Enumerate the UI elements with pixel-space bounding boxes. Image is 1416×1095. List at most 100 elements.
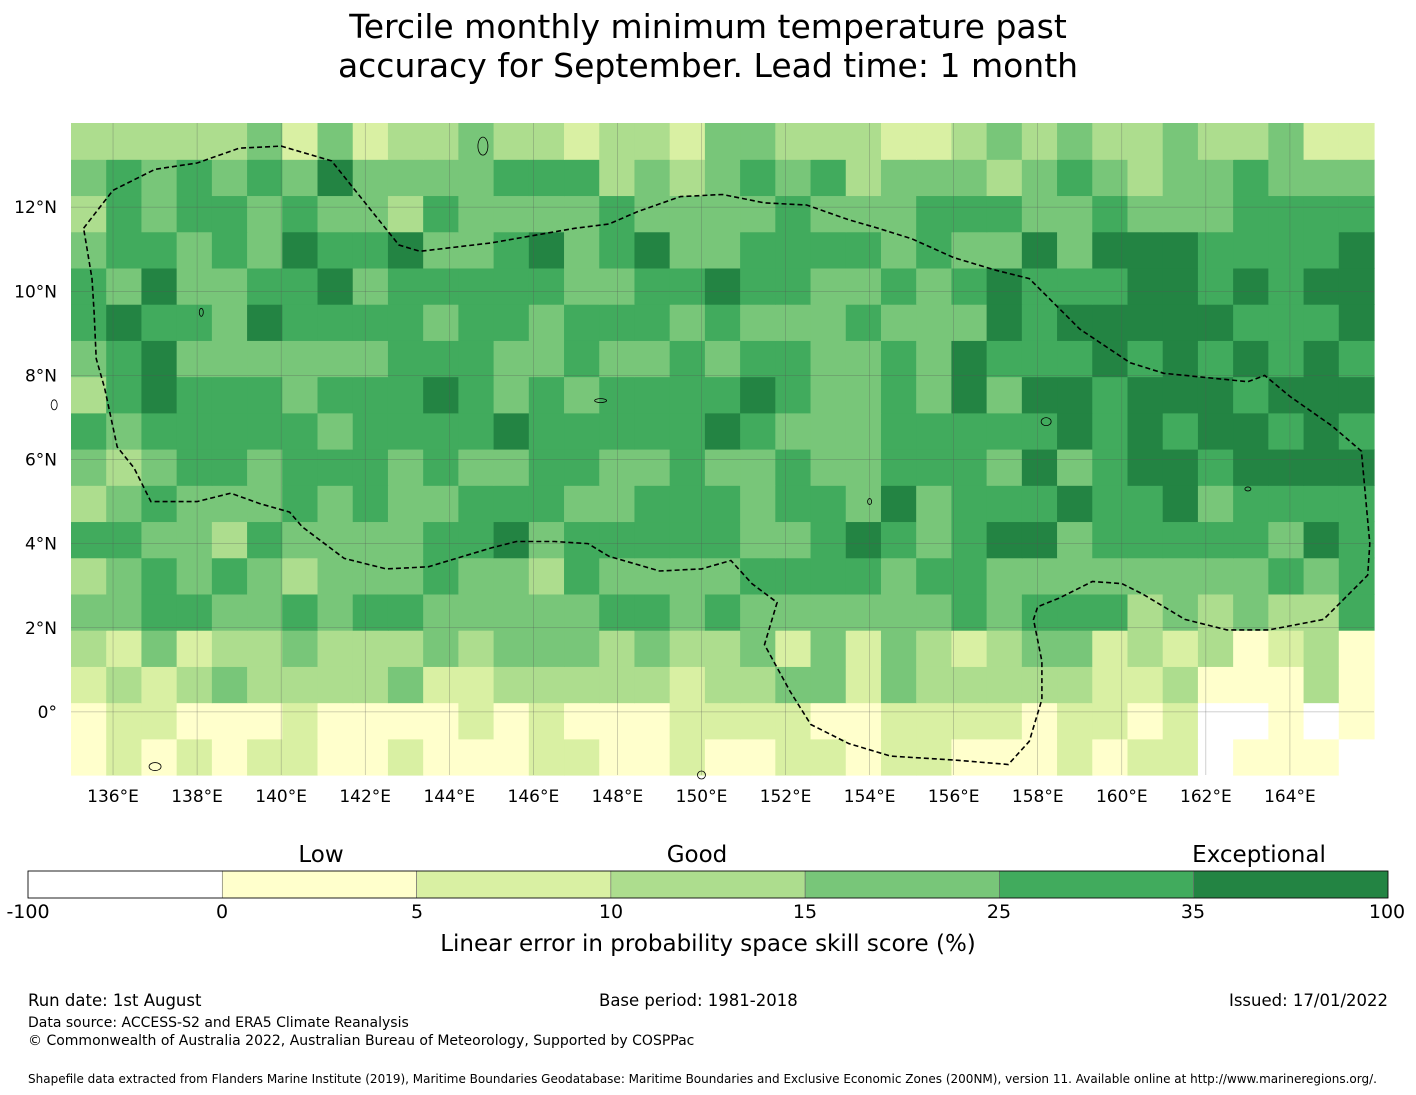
skill-cell [634,738,671,776]
skill-cell [740,485,776,523]
skill-cell [211,304,248,341]
skill-cell [845,123,882,160]
skill-cell [669,412,706,450]
skill-cell [176,702,213,740]
skill-cell [1057,412,1093,450]
skill-cell [1303,593,1340,631]
skill-cell [1092,593,1129,631]
colorbar-segment [221,870,417,899]
skill-cell [669,159,706,197]
skill-cell [599,557,636,595]
skill-cell [282,630,319,667]
skill-cell [1127,557,1164,595]
skill-cell [1127,123,1164,160]
skill-cell [951,666,988,704]
skill-cell [352,593,389,631]
skill-cell [282,521,319,559]
skill-cell [1021,702,1058,740]
skill-cell [599,449,636,486]
skill-cell [1162,593,1199,631]
skill-cell [1233,195,1269,233]
skill-cell [1197,159,1234,197]
skill-cell [71,412,107,450]
skill-cell [141,376,178,414]
longitude-tick-label: 158°E [1012,787,1064,807]
skill-cell [1197,376,1234,414]
skill-cell [211,738,248,776]
skill-cell [986,123,1023,160]
skill-cell [599,304,636,341]
skill-cell [1233,449,1269,486]
skill-cell [423,123,459,160]
skill-cell [458,485,495,523]
skill-cell [141,412,178,450]
skill-cell [106,702,143,740]
skill-cell [247,702,283,740]
shapefile-credit: Shapefile data extracted from Flanders M… [28,1072,1377,1086]
skill-cell [458,666,495,704]
skill-cell [1127,159,1164,197]
skill-cell [387,412,424,450]
skill-cell [176,738,213,776]
skill-cell [1303,159,1340,197]
skill-cell [71,738,107,776]
skill-cell [599,630,636,667]
skill-cell [528,593,565,631]
skill-cell [1268,267,1305,305]
skill-cell [634,702,671,740]
skill-cell [599,340,636,378]
skill-cell [564,231,600,269]
skill-cell [176,340,213,378]
skill-cell [880,485,917,523]
skill-cell [986,593,1023,631]
skill-cell [564,557,600,595]
skill-cell [1338,340,1375,378]
colorbar-tick: 0 [215,901,229,923]
skill-cell [458,412,495,450]
skill-cell [810,340,847,378]
skill-cell [564,412,600,450]
skill-cell [71,304,107,341]
skill-cell [1162,738,1199,776]
skill-cell [880,593,917,631]
skill-cell [1303,267,1340,305]
skill-cell [423,557,459,595]
skill-cell [669,449,706,486]
skill-cell [211,557,248,595]
skill-cell [1057,376,1093,414]
skill-cell [1127,231,1164,269]
skill-cell [493,195,530,233]
skill-cell [282,738,319,776]
island-outline [50,399,58,411]
skill-score-grid [71,123,1375,776]
skill-cell [845,340,882,378]
skill-cell [317,340,354,378]
skill-cell [528,738,565,776]
skill-cell [317,557,354,595]
skill-cell [423,666,459,704]
skill-cell [634,630,671,667]
skill-cell [211,123,248,160]
skill-cell [775,557,812,595]
skill-cell [247,449,283,486]
skill-cell [1303,376,1340,414]
skill-cell [282,702,319,740]
skill-cell [845,231,882,269]
skill-cell [106,304,143,341]
skill-cell [916,630,953,667]
skill-cell [71,666,107,704]
skill-cell [423,702,459,740]
skill-cell [951,449,988,486]
skill-cell [106,123,143,160]
skill-cell [880,195,917,233]
skill-cell [317,195,354,233]
skill-cell [1092,521,1129,559]
longitude-tick-label: 136°E [87,787,139,807]
skill-cell [1268,521,1305,559]
skill-cell [1127,738,1164,776]
skill-cell [599,412,636,450]
skill-cell [564,123,600,160]
skill-cell [986,376,1023,414]
skill-cell [845,557,882,595]
skill-cell [810,304,847,341]
